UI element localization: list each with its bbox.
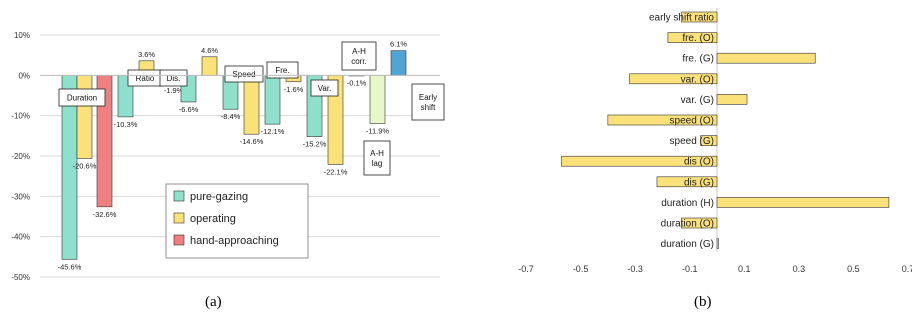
category-label: fre. (G): [682, 54, 714, 65]
data-label: 6.1%: [390, 40, 407, 49]
bar: [264, 75, 281, 125]
data-label: -20.6%: [73, 161, 97, 170]
y-tick-label: -40%: [11, 233, 30, 242]
group-label-box: [341, 41, 377, 71]
category-label: speed (G): [670, 136, 714, 147]
data-label: -6.6%: [179, 105, 199, 114]
category-label: early shift ratio: [649, 13, 714, 24]
bar: [561, 155, 718, 167]
y-tick-label: 10%: [14, 31, 30, 40]
data-label: -22.1%: [324, 167, 348, 176]
group-label-box: [224, 65, 264, 83]
bar: [390, 50, 407, 76]
x-tick-label: 0.5: [847, 264, 860, 274]
bar: [76, 75, 93, 159]
bar: [681, 217, 718, 229]
x-tick-label: 0.3: [793, 264, 806, 274]
caption-b: (b): [694, 294, 712, 310]
data-label: -11.9%: [366, 126, 390, 135]
x-tick-label: -0.7: [518, 264, 534, 274]
category-label: speed (O): [670, 116, 714, 127]
legend: pure-gazing operating hand-approaching: [165, 183, 309, 259]
data-label: -10.3%: [114, 120, 138, 129]
group-label: A-H lag: [370, 149, 384, 168]
bar: [681, 11, 718, 23]
category-label: duration (G): [661, 239, 714, 250]
category-label: duration (O): [661, 219, 714, 230]
group-label-box: [411, 83, 445, 121]
bar: [629, 73, 718, 85]
group-label-box: [266, 61, 299, 79]
category-label: var. (O): [681, 74, 714, 85]
data-label: 3.6%: [138, 50, 155, 59]
category-label: dis (G): [684, 177, 714, 188]
data-label: -0.1%: [347, 79, 367, 88]
x-tick-label: -0.5: [573, 264, 589, 274]
group-label-box: [310, 79, 339, 97]
bar: [700, 135, 718, 146]
data-label: -1.6%: [284, 85, 304, 94]
bar: [243, 75, 260, 135]
bar-chart-b: early shift ratio fre. (O) fre. (G) var. (O…: [518, 8, 912, 274]
y-tick-label: -50%: [11, 273, 30, 282]
bar: [716, 94, 748, 105]
group-label: Fre.: [275, 66, 289, 75]
x-tick-label: -0.3: [627, 264, 643, 274]
x-tick-label: -0.1: [682, 264, 698, 274]
bar: [607, 114, 718, 126]
legend-swatch: [173, 234, 185, 246]
bar: [716, 197, 890, 208]
legend-entry: pure-gazing: [190, 191, 248, 203]
group-label: A-H corr.: [351, 47, 367, 66]
legend-swatch: [173, 190, 185, 202]
group-label: Dis.: [167, 74, 181, 83]
category-label: fre. (O): [682, 33, 714, 44]
data-label: -32.6%: [93, 210, 117, 219]
bar-chart-a: 10% 0% -10% -20% -30% -40% -50% -45.6% -20.6% -32…: [11, 31, 445, 282]
data-label: -12.1%: [261, 127, 285, 136]
data-label: -14.6%: [240, 137, 264, 146]
y-tick-label: -30%: [11, 192, 30, 201]
data-label: -15.2%: [303, 140, 327, 149]
bar: [716, 52, 816, 64]
bar: [369, 75, 386, 124]
y-tick-label: -10%: [11, 112, 30, 121]
bar: [716, 238, 719, 249]
category-label: var. (G): [681, 95, 714, 106]
caption-a: (a): [205, 294, 222, 310]
legend-box: [165, 183, 309, 259]
legend-entry: hand-approaching: [190, 235, 279, 247]
group-label: Speed: [232, 70, 255, 79]
data-label: -8.4%: [221, 112, 241, 121]
group-label-box: [58, 88, 106, 107]
legend-swatch: [173, 212, 185, 224]
category-label: dis (O): [684, 157, 714, 168]
bar: [201, 56, 218, 76]
group-label: Ratio: [136, 74, 155, 83]
x-tick-label: 0.1: [738, 264, 751, 274]
data-label: -45.6%: [58, 262, 82, 271]
group-label: Duration: [67, 94, 97, 103]
bar: [656, 176, 718, 188]
bar: [667, 32, 718, 43]
data-label: -1.9%: [164, 86, 184, 95]
group-label-box: [159, 69, 188, 87]
legend-entry: operating: [190, 213, 236, 225]
group-label-box: [363, 140, 391, 176]
data-label: 4.6%: [201, 46, 218, 55]
x-tick-label: 0.7: [902, 264, 912, 274]
y-tick-label: -20%: [11, 152, 30, 161]
y-tick-label: 0%: [18, 71, 30, 80]
group-label: Var.: [318, 84, 332, 93]
category-label: duration (H): [661, 198, 714, 209]
group-label: Early shift: [419, 93, 437, 112]
